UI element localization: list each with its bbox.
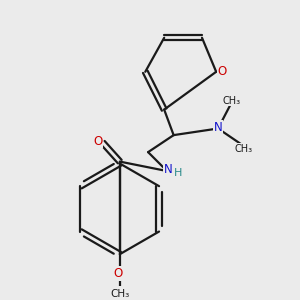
Text: O: O <box>93 135 102 148</box>
Text: H: H <box>174 168 182 178</box>
Text: O: O <box>218 65 227 78</box>
Text: CH₃: CH₃ <box>110 289 129 298</box>
Text: N: N <box>214 121 222 134</box>
Text: O: O <box>114 267 123 280</box>
Text: CH₃: CH₃ <box>223 96 241 106</box>
Text: N: N <box>164 163 173 176</box>
Text: CH₃: CH₃ <box>234 144 252 154</box>
